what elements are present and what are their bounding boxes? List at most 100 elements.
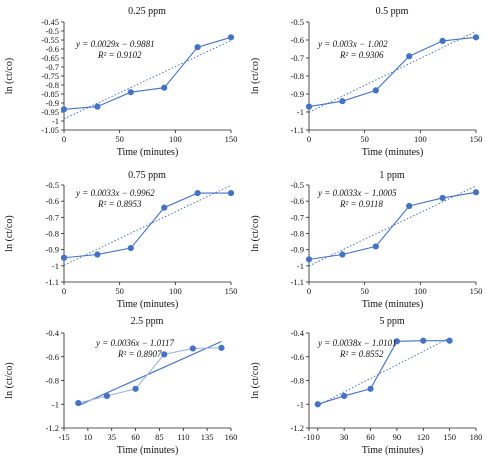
trend-equation: y = 0.0038x − 1.0101 (317, 338, 397, 348)
y-tick-label: -1 (297, 399, 304, 409)
y-tick-label: -0.6 (291, 352, 304, 362)
data-point (218, 344, 225, 351)
data-point (305, 256, 313, 263)
trend-line (63, 40, 232, 120)
series-line (63, 192, 231, 259)
y-tick-label: -0.8 (291, 71, 304, 81)
y-tick-label: -0.8 (46, 229, 59, 239)
x-tick-label: 50 (115, 134, 124, 144)
y-tick-label: -0.5 (291, 180, 304, 190)
chart-title: 0.75 ppm (128, 170, 166, 181)
data-point (189, 345, 196, 352)
x-tick-label: 180 (470, 432, 483, 442)
x-tick-label: 100 (414, 286, 427, 296)
series-line (308, 191, 477, 260)
y-tick-label: -1 (297, 107, 304, 117)
y-tick-label: -0.8 (46, 80, 59, 90)
chart-title: 1 ppm (379, 170, 405, 181)
x-tick-label: 10 (84, 432, 93, 442)
chart-title: 5 ppm (379, 316, 405, 327)
x-tick-label: 150 (470, 134, 483, 144)
data-point (406, 53, 413, 60)
data-point (127, 244, 134, 252)
x-tick-label: 0 (307, 286, 311, 296)
x-tick-label: 50 (360, 134, 369, 144)
r-squared: R² = 0.9118 (339, 199, 383, 209)
x-tick-label: 135 (201, 432, 214, 442)
x-tick-label: 90 (393, 432, 402, 442)
chart-panel-3: 0.75 ppm -0.5 -0.6 -0.7 -0.8 -0.9 -1 -1.10 50 100… (4, 170, 237, 310)
data-point (367, 385, 374, 392)
data-point (161, 351, 168, 358)
trend-line (317, 337, 450, 406)
y-tick-label: -0.6 (46, 196, 59, 206)
x-tick-label: 0 (316, 432, 320, 442)
trend-equation: y = 0.0029x − 0.9881 (75, 39, 155, 49)
trend-line (63, 184, 232, 266)
data-point (305, 103, 313, 110)
y-axis-label: ln (ct/co) (4, 58, 15, 94)
y-tick-label: -0.6 (291, 196, 304, 206)
data-point (194, 189, 201, 197)
y-tick-label: -0.7 (291, 53, 304, 63)
data-point (132, 385, 139, 392)
x-tick-label: 50 (115, 286, 124, 296)
data-point (372, 243, 379, 250)
x-tick-label: 35 (107, 432, 116, 442)
data-point (194, 44, 201, 51)
y-tick-label: -0.5 (46, 26, 59, 36)
x-tick-label: -15 (58, 432, 69, 442)
x-tick-label: 0 (307, 134, 311, 144)
chart-panel-4: 1 ppm -0.5 -0.6 -0.7 -0.8 -0.9 -1 -1.10 50 100 150… (250, 170, 482, 310)
data-point (75, 399, 82, 407)
x-tick-label: 150 (225, 286, 238, 296)
data-point (103, 392, 111, 400)
data-point (420, 337, 427, 344)
x-tick-label: 160 (225, 432, 238, 442)
data-point (314, 401, 321, 408)
y-axis-label: ln (ct/co) (250, 362, 261, 398)
y-tick-label: -0.7 (46, 212, 59, 222)
x-tick-label: 60 (366, 432, 375, 442)
x-tick-label: 150 (443, 432, 456, 442)
x-tick-label: 110 (177, 432, 189, 442)
r-squared: R² = 0.8907 (117, 349, 162, 359)
y-tick-label: -0.4 (46, 328, 60, 338)
y-tick-label: -0.7 (291, 212, 304, 222)
y-tick-label: -0.6 (46, 352, 59, 362)
x-tick-label: 100 (414, 134, 427, 144)
x-tick-label: 100 (169, 134, 182, 144)
r-squared: R² = 0.8953 (97, 199, 142, 209)
y-tick-label: -1 (52, 399, 59, 409)
y-tick-label: -0.55 (41, 35, 59, 45)
data-point (94, 103, 101, 110)
y-axis-label: ln (ct/co) (250, 58, 261, 94)
x-axis-label: Time (minutes) (362, 147, 424, 158)
data-point (227, 189, 235, 197)
x-tick-label: 100 (169, 286, 182, 296)
y-axis-label: ln (ct/co) (250, 215, 261, 251)
chart-panel-6: 5 ppm -0.4 -0.6 -0.8 -1 -1.2-10 0 30 60 90 120 150 1… (250, 316, 482, 456)
chart-panel-1: 0.25 ppm -0.45-0.5-0.55-0.6-0.65-0.7-0.75… (4, 6, 237, 158)
x-tick-label: 120 (417, 432, 430, 442)
x-axis-label: Time (minutes) (117, 445, 179, 456)
x-tick-label: 150 (225, 134, 238, 144)
chart-title: 0.5 ppm (376, 6, 409, 17)
x-tick-label: 0 (62, 134, 66, 144)
data-point (339, 251, 346, 258)
y-tick-label: -1 (52, 116, 59, 126)
data-point (393, 338, 400, 345)
data-point (472, 189, 480, 196)
x-tick-label: -10 (303, 432, 314, 442)
y-tick-label: -0.9 (291, 89, 304, 99)
x-axis-label: Time (minutes) (117, 147, 179, 158)
series-line (317, 340, 450, 405)
y-tick-label: -0.9 (291, 245, 304, 255)
x-tick-label: 150 (470, 286, 483, 296)
trend-equation: y = 0.003x − 1.002 (317, 39, 388, 49)
y-tick-label: -1.1 (46, 277, 59, 287)
y-tick-label: -0.45 (41, 17, 59, 27)
y-tick-label: -0.8 (291, 229, 304, 239)
chart-panel-5: 2.5 ppm -0.4 -0.6 -0.8 -1 -1.2-15 10 35 60 85 110 1… (4, 316, 237, 456)
